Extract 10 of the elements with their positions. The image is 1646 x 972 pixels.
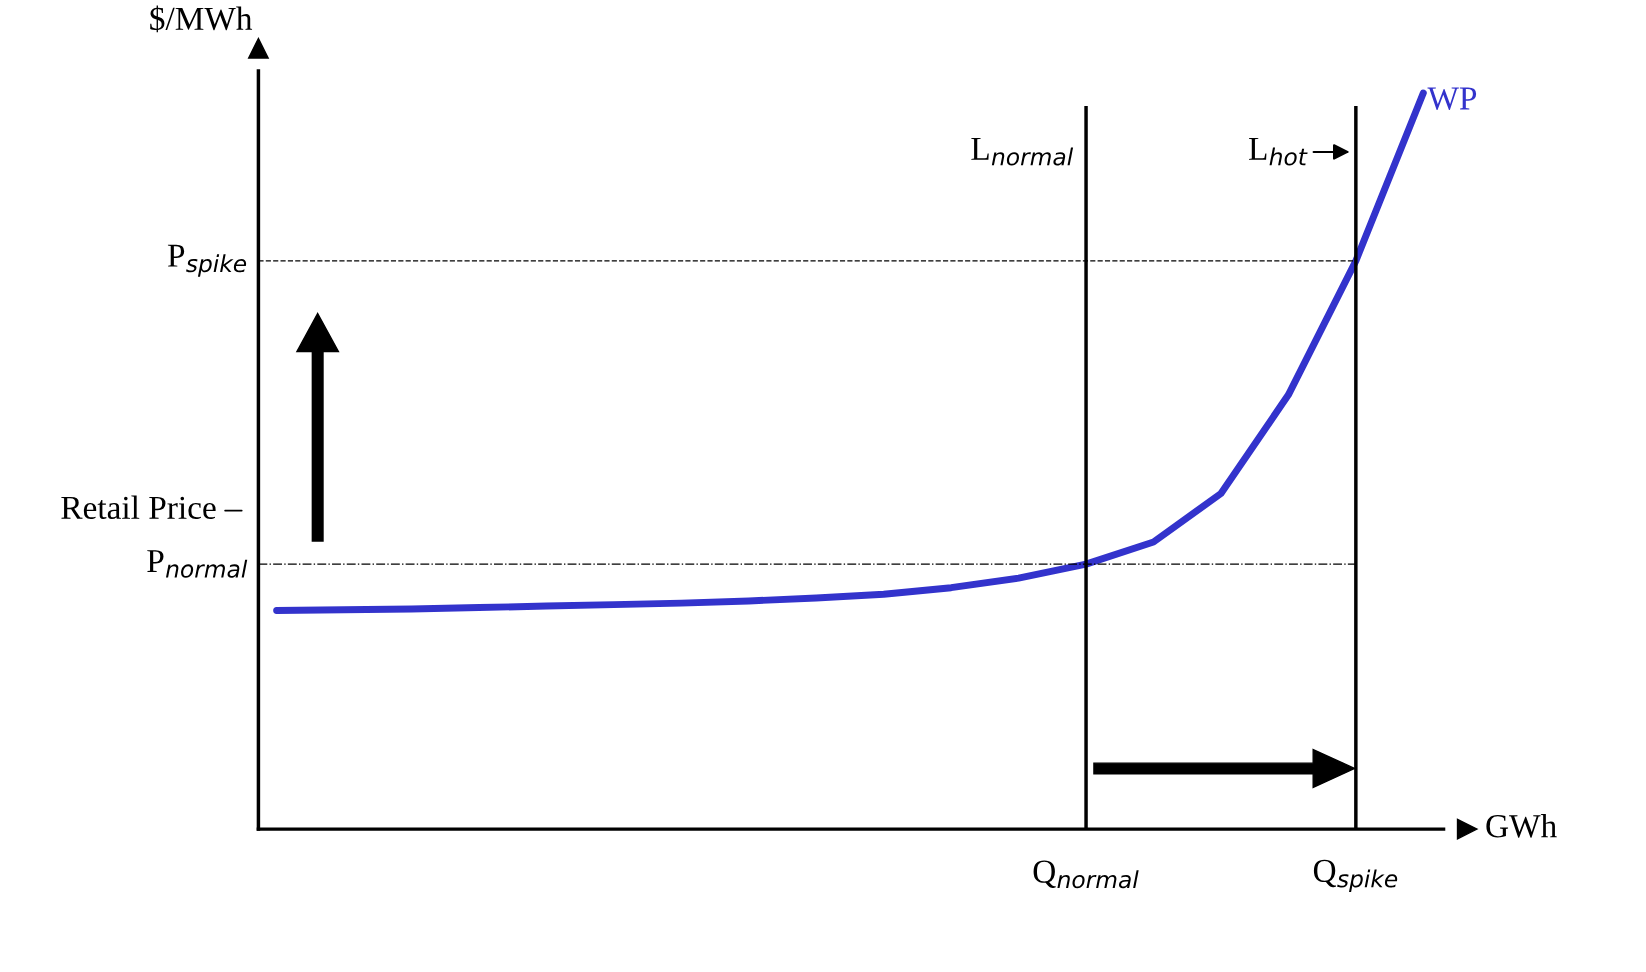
x-tick-label: Q$_{spike}$ — [1313, 859, 1398, 893]
ref-line-label: P$_{normal}$ — [147, 550, 248, 578]
series-label: WP — [1427, 87, 1477, 110]
text: Retail Price — [61, 495, 216, 520]
x-tick-label: Q$_{normal}$ — [1033, 860, 1139, 889]
x-axis-title: GWh — [1486, 814, 1557, 838]
y-axis-title: $/MWh — [150, 5, 253, 33]
ref-line-label: P$_{spike}$ — [167, 244, 247, 277]
ref-line-label: L$_{hot}$ — [1249, 137, 1308, 166]
ref-line-label: L$_{normal}$ — [971, 137, 1074, 166]
